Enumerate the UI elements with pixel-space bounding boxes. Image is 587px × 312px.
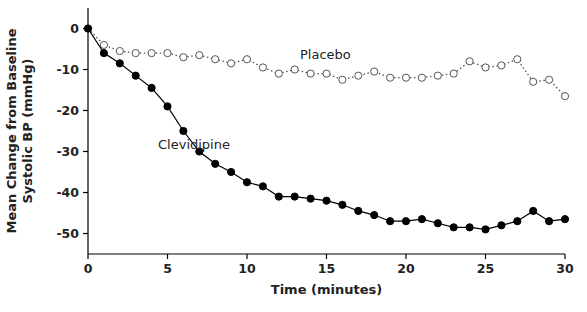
- y-tick-label: -10: [56, 62, 79, 77]
- x-axis-label: Time (minutes): [271, 282, 382, 297]
- series-point: [212, 160, 219, 167]
- series-point: [514, 56, 521, 63]
- series-point: [482, 64, 489, 71]
- y-tick: [83, 192, 88, 193]
- series-label: Placebo: [300, 47, 351, 62]
- y-axis-label-line: Mean Change from Baseline: [4, 28, 19, 233]
- x-tick-label: 5: [163, 261, 172, 276]
- series-point: [291, 193, 298, 200]
- series-point: [561, 216, 568, 223]
- series-point: [164, 103, 171, 110]
- x-tick: [167, 254, 168, 259]
- series-point: [498, 222, 505, 229]
- y-tick: [83, 69, 88, 70]
- y-axis: [87, 8, 88, 254]
- series-point: [450, 70, 457, 77]
- series-line: [88, 29, 565, 230]
- y-tick: [83, 233, 88, 234]
- x-tick-label: 0: [84, 261, 93, 276]
- series-point: [546, 76, 553, 83]
- series-line: [88, 29, 565, 97]
- series-point: [100, 41, 107, 48]
- x-tick: [405, 254, 406, 259]
- series-point: [307, 195, 314, 202]
- series-point: [84, 25, 91, 32]
- series-point: [180, 54, 187, 61]
- series-point: [371, 68, 378, 75]
- y-tick-label: -30: [56, 144, 79, 159]
- series-point: [355, 207, 362, 214]
- y-tick-label: -20: [56, 103, 79, 118]
- series-point: [323, 197, 330, 204]
- series-point: [275, 70, 282, 77]
- series-point: [339, 201, 346, 208]
- y-tick-label: -50: [56, 226, 79, 241]
- series-point: [259, 64, 266, 71]
- series-point: [228, 60, 235, 67]
- series-point: [466, 58, 473, 65]
- series-point: [180, 127, 187, 134]
- x-tick-label: 15: [318, 261, 335, 276]
- series-point: [418, 216, 425, 223]
- x-tick: [87, 254, 88, 259]
- series-point: [132, 72, 139, 79]
- series-point: [259, 183, 266, 190]
- series-group: [84, 25, 568, 233]
- series-point: [339, 76, 346, 83]
- series-point: [323, 70, 330, 77]
- x-tick: [485, 254, 486, 259]
- series-point: [371, 211, 378, 218]
- series-point: [307, 70, 314, 77]
- series-point: [100, 50, 107, 57]
- x-tick-label: 20: [397, 261, 415, 276]
- series-point: [514, 218, 521, 225]
- series-point: [561, 93, 568, 100]
- x-tick-label: 30: [556, 261, 574, 276]
- series-point: [84, 25, 91, 32]
- x-tick: [246, 254, 247, 259]
- series-point: [212, 56, 219, 63]
- series-point: [228, 168, 235, 175]
- series-point: [387, 74, 394, 81]
- series-point: [116, 60, 123, 67]
- series-point: [275, 193, 282, 200]
- x-tick: [326, 254, 327, 259]
- series-point: [196, 52, 203, 59]
- series-point: [243, 179, 250, 186]
- x-tick-label: 25: [477, 261, 494, 276]
- series-point: [530, 207, 537, 214]
- y-axis-label-line: Systolic BP (mmHg): [20, 59, 35, 204]
- series-point: [434, 72, 441, 79]
- y-tick: [83, 151, 88, 152]
- series-point: [450, 224, 457, 231]
- series-point: [243, 56, 250, 63]
- series-point: [546, 218, 553, 225]
- series-point: [148, 84, 155, 91]
- x-tick-label: 10: [238, 261, 256, 276]
- chart: -50 -40 -30 -20 -10 0 0 5 10 15 20 25 30 Time (minute…: [0, 0, 587, 312]
- series-point: [418, 74, 425, 81]
- series-point: [116, 47, 123, 54]
- y-tick-label: 0: [70, 21, 79, 36]
- y-tick: [83, 110, 88, 111]
- series-point: [132, 50, 139, 57]
- series-point: [530, 78, 537, 85]
- series-point: [387, 218, 394, 225]
- series-point: [148, 50, 155, 57]
- series-point: [482, 226, 489, 233]
- series-point: [402, 218, 409, 225]
- series-point: [466, 224, 473, 231]
- y-axis-label: Mean Change from BaselineSystolic BP (mm…: [4, 28, 35, 233]
- series-point: [291, 66, 298, 73]
- series-point: [402, 74, 409, 81]
- y-tick-label: -40: [56, 185, 79, 200]
- series-point: [498, 62, 505, 69]
- series-point: [434, 220, 441, 227]
- x-tick: [564, 254, 565, 259]
- series-point: [355, 72, 362, 79]
- series-label: Clevidipine: [158, 137, 230, 152]
- series-point: [164, 50, 171, 57]
